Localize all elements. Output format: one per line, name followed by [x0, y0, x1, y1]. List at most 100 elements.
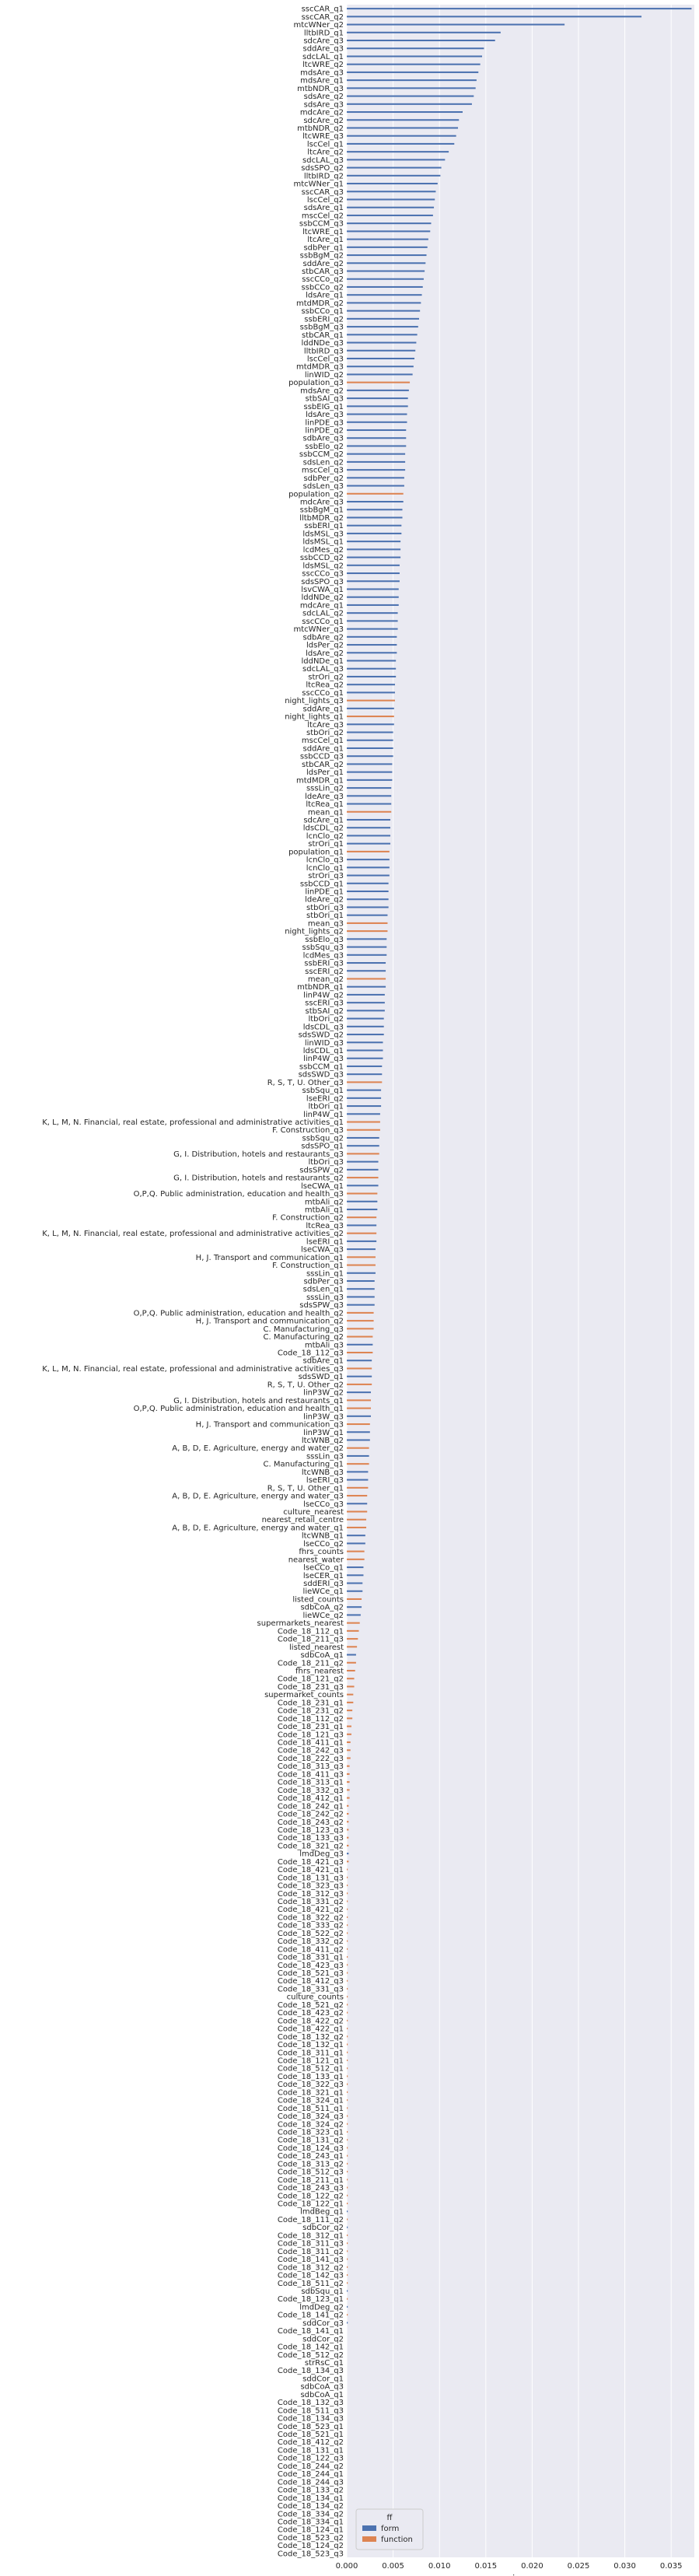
y-tick-label: ldsAre_q3 [306, 411, 344, 419]
bar-form [347, 1614, 361, 1616]
bar-form [347, 1542, 365, 1545]
y-tick-label: ssbERI_q1 [304, 522, 344, 530]
bar-function [347, 1821, 349, 1823]
y-tick-label: sdsLen_q1 [303, 1286, 344, 1294]
y-tick-label: linP4W_q2 [303, 991, 344, 999]
y-tick-label: linPDE_q2 [305, 427, 344, 436]
y-tick-label: fhrs_counts [299, 1548, 344, 1556]
y-tick-label: Code_18_312_q1 [278, 2231, 344, 2240]
bar-function [347, 2011, 348, 2014]
bar-function [347, 2194, 348, 2196]
bar-function [347, 1526, 367, 1528]
bar-form [347, 310, 421, 312]
y-tick-label: ldsPer_q2 [306, 642, 344, 650]
bar-form [347, 771, 393, 773]
bar-function [347, 2043, 348, 2046]
bar-function [347, 1256, 376, 1258]
y-tick-label: mtbNDR_q2 [297, 124, 344, 133]
bar-function [347, 1972, 348, 1974]
y-tick-label: nearest_water [288, 1556, 344, 1564]
bar-function [347, 1749, 351, 1752]
y-tick-label: Code_18_324_q2 [278, 2120, 344, 2129]
y-tick-label: H, J. Transport and communication_q1 [196, 1254, 344, 1262]
y-tick-label: Code_18_231_q1 [278, 1723, 344, 1731]
bar-function [347, 1216, 377, 1219]
bar-form [347, 914, 388, 916]
bar-form [347, 1208, 378, 1211]
plot-background [347, 5, 694, 2557]
bar-form [347, 1017, 384, 1020]
y-tick-label: sdsSWD_q3 [299, 1071, 344, 1080]
legend-entries: form function [362, 2525, 413, 2544]
y-tick-label: mdsAre_q2 [300, 387, 344, 395]
bar-form [347, 596, 399, 598]
y-tick-label: linWID_q2 [305, 371, 344, 380]
bar-form [347, 500, 404, 503]
y-tick-label: sscCAR_q1 [302, 5, 344, 14]
bar-function [347, 1932, 348, 1934]
bar-form [347, 1503, 368, 1505]
y-tick-label: lmdBeg_q1 [300, 2208, 344, 2217]
y-tick-label: sdcAre_q2 [303, 117, 344, 125]
bar-function [347, 1781, 350, 1783]
bar-form [347, 357, 415, 360]
bar-form [347, 779, 393, 781]
y-tick-label: mean_q2 [308, 975, 344, 984]
y-tick-label: Code_18_521_q1 [278, 2431, 344, 2439]
y-tick-label: stbCAR_q2 [302, 761, 344, 769]
y-tick-label: ssbSqu_q1 [302, 1087, 344, 1095]
bar-function [347, 978, 386, 980]
y-tick-label: sdsSPO_q1 [301, 1143, 344, 1151]
bar-function [347, 1717, 353, 1720]
y-tick-label: R, S, T, U. Other_q2 [267, 1381, 344, 1389]
y-tick-label: Code_18_422_q2 [278, 2017, 344, 2025]
y-tick-label: lscCel_q3 [307, 355, 344, 363]
y-tick-label: stbOri_q2 [306, 729, 344, 737]
y-tick-label: strRsC_q1 [305, 2359, 344, 2368]
bar-function [347, 1996, 348, 1998]
bar-form [347, 564, 400, 566]
y-tick-label: listed_nearest [289, 1643, 344, 1652]
y-tick-label: Code_18_521_q2 [278, 2001, 344, 2010]
y-tick-label: mtbAli_q3 [305, 1341, 344, 1349]
bar-function [347, 930, 388, 933]
legend-label-function: function [381, 2536, 413, 2544]
y-tick-label: Code_18_244_q3 [278, 2478, 344, 2487]
bar-function [347, 1264, 376, 1266]
y-tick-label: nearest_retail_centre [262, 1516, 344, 1524]
y-tick-label: ldsAre_q2 [306, 649, 344, 658]
y-tick-label: lseCCo_q1 [303, 1564, 344, 1573]
bar-function [347, 1813, 349, 1815]
bar-form [347, 620, 398, 622]
bar-form [347, 2210, 348, 2213]
y-tick-label: Code_18_142_q3 [278, 2272, 344, 2280]
y-tick-label: mtbAli_q1 [305, 1206, 344, 1214]
y-tick-label: stbCAR_q3 [302, 268, 344, 276]
y-tick-label: O,P,Q. Public administration, education … [134, 1405, 344, 1413]
bar-function [347, 2035, 348, 2038]
y-tick-label: ssbBgM_q3 [300, 324, 344, 332]
y-tick-label: supermarket_counts [264, 1691, 344, 1699]
bar-form [347, 1279, 375, 1283]
y-tick-label: sdcLAL_q3 [302, 156, 344, 165]
y-tick-label: mdsAre_q3 [300, 68, 344, 77]
x-tick-label: 0.000 [336, 2562, 358, 2571]
y-tick-label: mscCel_q1 [302, 737, 344, 745]
bar-form [347, 859, 390, 861]
bar-function [347, 1335, 373, 1338]
bar-form [347, 541, 401, 543]
bar-function [347, 1320, 374, 1322]
y-tick-label: Code_18_124_q2 [278, 2542, 344, 2550]
y-tick-label: Code_18_323_q1 [278, 2129, 344, 2137]
bar-form [347, 1566, 364, 1569]
y-tick-label: mtbNDR_q1 [297, 983, 344, 992]
y-tick-label: ssbElo_q3 [305, 936, 344, 944]
y-tick-label: Code_18_131_q3 [278, 1874, 344, 1882]
y-tick-label: stbOri_q3 [306, 904, 344, 912]
y-tick-label: sddCor_q3 [302, 2319, 344, 2328]
y-tick-label: linP4W_q1 [303, 1111, 344, 1119]
y-tick-label: Code_18_412_q2 [278, 2438, 344, 2447]
y-tick-label: sddAre_q2 [303, 260, 344, 268]
y-tick-label: sdbCoA_q1 [300, 1651, 344, 1660]
bar-form [347, 954, 387, 956]
